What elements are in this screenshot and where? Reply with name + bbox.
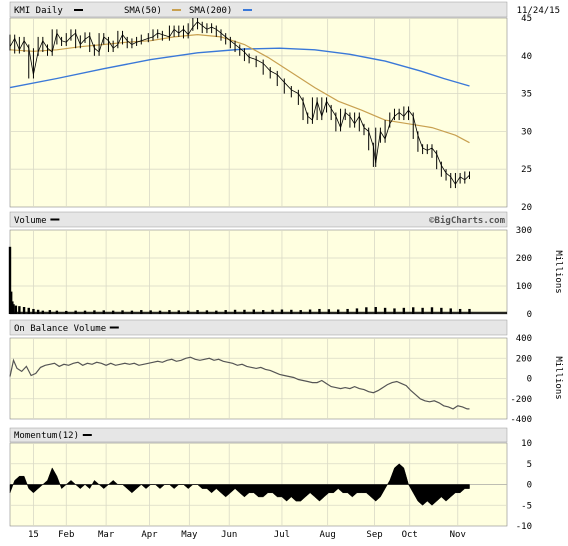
volume-bar bbox=[412, 307, 415, 314]
momentum-ytick-label: 10 bbox=[521, 439, 532, 449]
volume-bar bbox=[8, 246, 12, 314]
sma200-line bbox=[9, 47, 470, 89]
obv-ytick-label: 400 bbox=[516, 334, 532, 344]
volume-bar bbox=[383, 307, 387, 314]
x-tick-label: Aug bbox=[320, 530, 336, 540]
volume-ytick-label: 200 bbox=[516, 254, 532, 264]
brand-label: ©BigCharts.com bbox=[429, 215, 505, 226]
ticker-label: KMI Daily bbox=[14, 6, 63, 16]
volume-bar bbox=[22, 307, 26, 314]
x-tick-label: Jun bbox=[221, 530, 237, 540]
price-header-strip bbox=[9, 1, 508, 18]
price-header: KMI Daily SMA(50) SMA(200) 11/24/15 bbox=[14, 6, 560, 16]
price-ytick-label: 40 bbox=[521, 52, 532, 62]
volume-header-label: Volume bbox=[14, 216, 47, 226]
momentum-ytick-label: 5 bbox=[527, 460, 532, 470]
volume-bar bbox=[14, 305, 18, 314]
date-label: 11/24/15 bbox=[517, 6, 560, 16]
volume-ytick-label: 300 bbox=[516, 226, 532, 236]
sma200-label: SMA(200) bbox=[189, 6, 232, 16]
volume-bar bbox=[365, 307, 368, 314]
momentum-ytick-label: -10 bbox=[516, 522, 532, 532]
obv-ytick-label: -200 bbox=[510, 395, 532, 405]
volume-bar bbox=[468, 308, 471, 314]
x-tick-label: 15 bbox=[28, 530, 39, 540]
volume-bar bbox=[458, 308, 462, 314]
obv-ytick-label: 200 bbox=[516, 354, 532, 364]
momentum-area bbox=[9, 463, 470, 506]
obv-legend-swatch bbox=[109, 326, 119, 329]
obv-line bbox=[9, 356, 470, 410]
price-ytick-label: 30 bbox=[521, 127, 532, 137]
momentum-header-strip bbox=[9, 427, 508, 443]
volume-bar bbox=[32, 308, 35, 314]
momentum-ytick-label: 0 bbox=[527, 481, 532, 491]
volume-base-fill bbox=[10, 311, 507, 314]
volume-header-strip bbox=[9, 211, 508, 228]
obv-ytick-label: -400 bbox=[510, 415, 532, 425]
volume-bar bbox=[430, 307, 434, 314]
price-ytick-label: 45 bbox=[521, 14, 532, 24]
volume-bar bbox=[18, 306, 21, 314]
price-ytick-label: 25 bbox=[521, 165, 532, 175]
momentum-legend-swatch bbox=[82, 434, 92, 436]
volume-bar bbox=[27, 307, 30, 314]
obv-header-strip bbox=[9, 319, 508, 336]
price-panel-bg bbox=[9, 17, 508, 208]
obv-ytick-label: 0 bbox=[527, 375, 532, 385]
volume-bar bbox=[402, 307, 406, 314]
volume-panel-bg bbox=[9, 229, 508, 315]
volume-bar bbox=[440, 307, 443, 314]
obv-header-label: On Balance Volume bbox=[14, 324, 106, 334]
volume-bar bbox=[421, 307, 424, 314]
obv-unit-label: Millions bbox=[553, 356, 563, 399]
volume-bar bbox=[318, 308, 321, 314]
sma50-line bbox=[9, 33, 470, 144]
x-tick-label: May bbox=[181, 530, 198, 540]
volume-bar bbox=[393, 308, 396, 314]
volume-bar bbox=[449, 308, 452, 314]
momentum-header-label: Momentum(12) bbox=[14, 431, 79, 441]
sma50-legend-swatch bbox=[172, 9, 181, 11]
price-line bbox=[9, 21, 470, 186]
x-tick-label: Jul bbox=[274, 530, 290, 540]
x-tick-label: Mar bbox=[98, 530, 115, 540]
volume-unit-label: Millions bbox=[553, 250, 563, 293]
x-tick-label: Sep bbox=[366, 530, 382, 540]
ticker-legend-swatch bbox=[74, 9, 83, 11]
x-tick-label: Feb bbox=[58, 530, 74, 540]
volume-bar bbox=[355, 308, 359, 314]
volume-bar bbox=[12, 304, 15, 314]
volume-bar bbox=[346, 308, 349, 314]
volume-legend-swatch bbox=[50, 218, 60, 221]
x-tick-label: Apr bbox=[141, 530, 158, 540]
volume-ytick-label: 100 bbox=[516, 282, 532, 292]
volume-bar bbox=[327, 309, 331, 314]
x-tick-label: Oct bbox=[402, 530, 418, 540]
sma50-label: SMA(50) bbox=[124, 6, 162, 16]
x-tick-label: Nov bbox=[450, 530, 466, 540]
price-ytick-label: 35 bbox=[521, 90, 532, 100]
price-ytick-label: 20 bbox=[521, 203, 532, 213]
momentum-ytick-label: -5 bbox=[521, 501, 532, 511]
sma200-legend-swatch bbox=[243, 9, 252, 11]
volume-bar bbox=[374, 307, 377, 314]
volume-ytick-label: 0 bbox=[527, 310, 532, 320]
